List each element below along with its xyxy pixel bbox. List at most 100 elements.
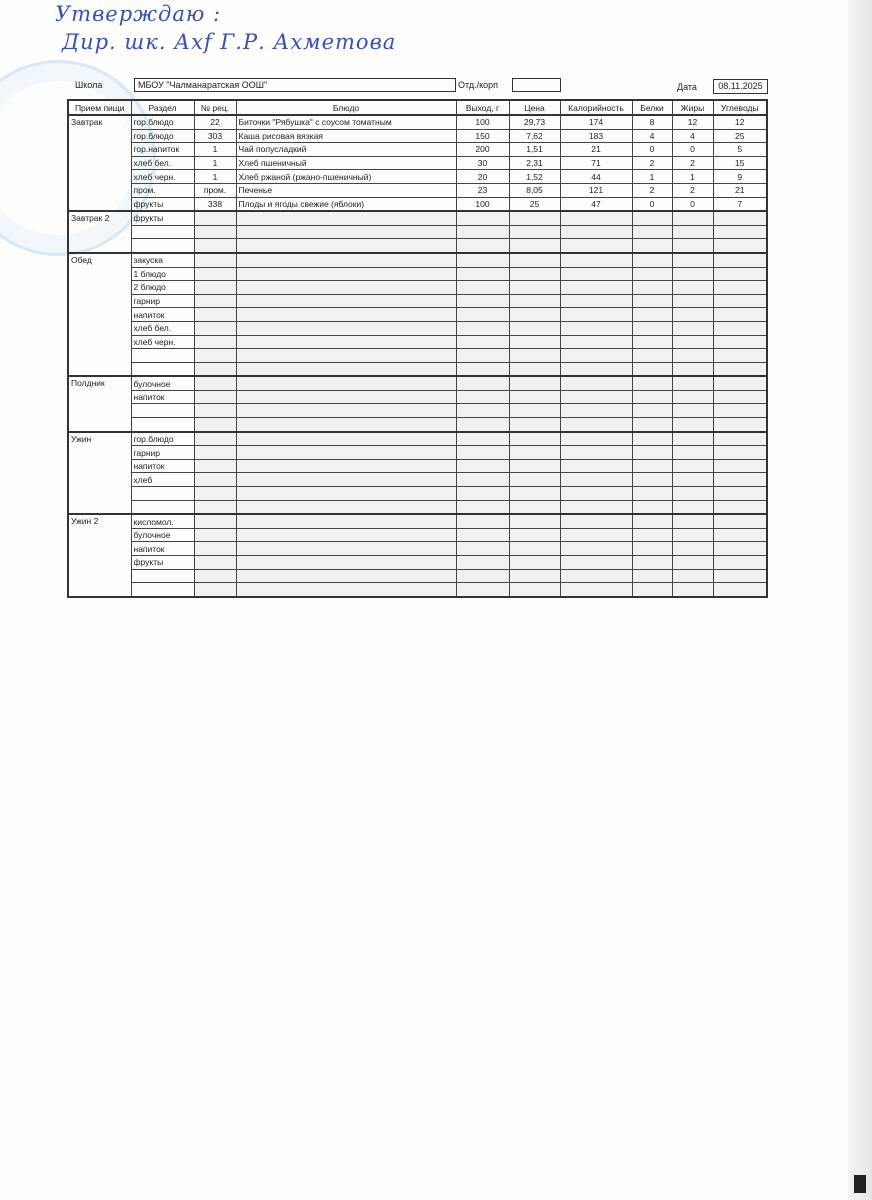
fat-cell [671, 307, 714, 322]
dish-cell: Плоды и ягоды свежие (яблоки) [235, 196, 457, 212]
price-cell [508, 307, 561, 322]
table-row: напиток [68, 307, 768, 322]
price-cell [508, 389, 561, 405]
dish-cell [235, 280, 457, 295]
section-cell: булочное [130, 527, 195, 543]
table-row: Обед закуска [67, 251, 768, 377]
fat-cell [671, 582, 714, 598]
section-cell [130, 499, 195, 515]
table-row: хлеб бел. 1 Хлеб пшеничный 30 2,31 71 2 2 15 [68, 155, 768, 171]
carbs-cell: 21 [712, 182, 768, 198]
table-row [68, 417, 768, 433]
recipe-no-cell [193, 334, 237, 350]
fat-cell [671, 238, 714, 254]
carbs-cell [712, 224, 768, 240]
column-header: Цена [508, 99, 561, 116]
table-header: Прием пищи Раздел № рец. Блюдо Выход, г Цена К… [67, 99, 768, 116]
price-cell [508, 582, 561, 598]
table-row [68, 499, 768, 515]
table-row: фрукты 338 Плоды и ягоды свежие (яблоки) 10… [68, 196, 768, 212]
carbs-cell [712, 568, 768, 584]
section-cell: булочное [130, 375, 195, 391]
table-row [68, 348, 768, 363]
yield-cell [455, 280, 510, 295]
section-cell: гор.блюдо [130, 128, 195, 144]
protein-cell: 4 [631, 128, 673, 144]
calories-cell [559, 582, 633, 598]
calories-cell [559, 348, 633, 363]
dish-cell [235, 486, 457, 501]
carbs-cell [712, 403, 768, 419]
table-row: хлеб черн. 1 Хлеб ржаной (ржано-пшеничный)… [68, 169, 768, 184]
table-row: булочное [68, 527, 768, 543]
yield-cell [455, 472, 510, 488]
recipe-no-cell [193, 307, 237, 322]
table-row: Завтрак гор.блюдо 22 Биточки "Рябушка" с со… [67, 113, 768, 212]
price-cell: 7,62 [508, 128, 561, 144]
table-row: напиток [68, 541, 768, 556]
recipe-no-cell [193, 320, 237, 336]
section-cell: хлеб черн. [130, 334, 195, 350]
section-cell [130, 361, 195, 377]
carbs-cell: 12 [712, 113, 768, 130]
calories-cell: 121 [559, 182, 633, 198]
carbs-cell [712, 499, 768, 515]
column-header: Прием пищи [67, 99, 132, 116]
column-header: Жиры [671, 99, 714, 116]
protein-cell [631, 458, 673, 474]
table-row [68, 568, 768, 584]
school-label: Школа [75, 80, 103, 90]
price-cell [508, 527, 561, 543]
table-row [68, 582, 768, 598]
carbs-cell [712, 307, 768, 322]
price-cell [508, 293, 561, 309]
table-row: фрукты [68, 555, 768, 570]
dish-cell [235, 513, 457, 529]
section-cell: хлеб бел. [130, 155, 195, 171]
recipe-no-cell [193, 403, 237, 419]
price-cell: 8,05 [508, 182, 561, 198]
price-cell: 1,51 [508, 142, 561, 157]
recipe-no-cell [193, 210, 237, 226]
section-cell: напиток [130, 307, 195, 322]
protein-cell [631, 224, 673, 240]
carbs-cell [712, 458, 768, 474]
protein-cell: 2 [631, 155, 673, 171]
yield-cell [455, 513, 510, 529]
protein-cell: 8 [631, 113, 673, 130]
carbs-cell: 25 [712, 128, 768, 144]
recipe-no-cell [193, 472, 237, 488]
section-cell: напиток [130, 389, 195, 405]
yield-cell: 100 [455, 113, 510, 130]
fat-cell [671, 266, 714, 282]
dish-cell [235, 348, 457, 363]
protein-cell [631, 238, 673, 254]
protein-cell: 1 [631, 169, 673, 184]
carbs-cell [712, 361, 768, 377]
carbs-cell [712, 266, 768, 282]
carbs-cell [712, 541, 768, 556]
protein-cell [631, 210, 673, 226]
yield-cell [455, 555, 510, 570]
carbs-cell [712, 320, 768, 336]
scan-edge [848, 0, 872, 1200]
calories-cell [559, 527, 633, 543]
price-cell [508, 541, 561, 556]
table-row [68, 403, 768, 419]
carbs-cell: 9 [712, 169, 768, 184]
dept-label: Отд./корп [458, 80, 498, 90]
calories-cell [559, 280, 633, 295]
price-cell: 25 [508, 196, 561, 212]
dish-cell [235, 307, 457, 322]
yield-cell [455, 527, 510, 543]
yield-cell [455, 293, 510, 309]
column-header: Углеводы [712, 99, 768, 116]
dish-cell [235, 266, 457, 282]
carbs-cell [712, 445, 768, 460]
recipe-no-cell [193, 348, 237, 363]
dish-cell [235, 375, 457, 391]
fat-cell: 2 [671, 155, 714, 171]
table-row: гор.блюдо 303 Каша рисовая вязкая 150 7,62 18… [68, 128, 768, 144]
calories-cell [559, 486, 633, 501]
dish-cell [235, 541, 457, 556]
